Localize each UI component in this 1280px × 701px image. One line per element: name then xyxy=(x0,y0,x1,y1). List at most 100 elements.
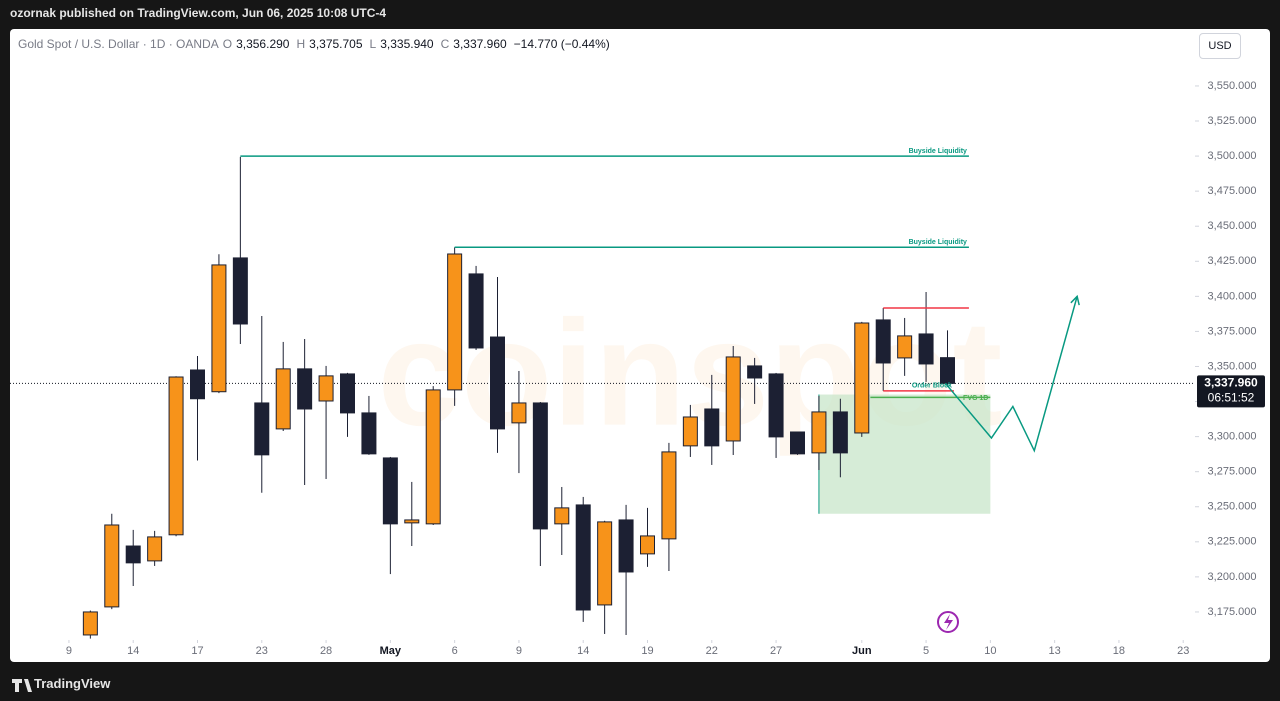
x-tick-label: 14 xyxy=(127,645,139,657)
y-tick-label: 3,300.000 xyxy=(1208,431,1257,443)
candle-body xyxy=(575,504,591,611)
ohlc-key: O xyxy=(222,37,233,51)
candle-body xyxy=(940,357,955,384)
x-tick-label: 5 xyxy=(923,645,929,657)
symbol-legend: Gold Spot / U.S. Dollar · 1D · OANDA O 3,3… xyxy=(18,37,610,51)
x-tick-label: 13 xyxy=(1049,645,1061,657)
candle-body xyxy=(704,408,720,447)
candle-body xyxy=(82,611,98,636)
x-tick-label: Jun xyxy=(852,645,872,657)
y-tick-label: 3,175.000 xyxy=(1208,606,1257,618)
candle-body xyxy=(125,545,141,564)
x-tick-label: 17 xyxy=(191,645,203,657)
alert-bolt xyxy=(944,614,953,630)
candle-body xyxy=(811,411,827,454)
change: −14.770 (−0.44%) xyxy=(513,37,610,51)
y-tick-label: 3,450.000 xyxy=(1208,220,1257,232)
y-tick-label: 3,475.000 xyxy=(1208,185,1257,197)
y-tick-label: 3,275.000 xyxy=(1208,466,1257,478)
x-tick-label: 23 xyxy=(256,645,268,657)
y-tick-label: 3,375.000 xyxy=(1208,325,1257,337)
countdown: 06:51:52 xyxy=(1208,391,1255,405)
candle-body xyxy=(382,457,398,525)
ohlc-key: L xyxy=(369,37,377,51)
axes: 3,175.000 3,200.000 3,225.000 3,250.000 3,27… xyxy=(66,80,1265,657)
ohlc-value: 3,337.960 xyxy=(453,37,507,51)
projection-arrowhead xyxy=(1070,294,1080,306)
last-price-box xyxy=(1197,375,1265,408)
candle-body xyxy=(832,411,848,454)
candle-body xyxy=(661,451,677,540)
brand-logo xyxy=(12,679,32,692)
candle-body xyxy=(211,264,227,393)
ohlc-key: C xyxy=(440,37,450,51)
candle-body xyxy=(875,319,891,364)
projection-path xyxy=(944,296,1078,453)
x-tick-label: 9 xyxy=(516,645,522,657)
candle-body xyxy=(447,253,463,391)
x-tick-label: 22 xyxy=(706,645,718,657)
candle-body xyxy=(554,507,570,525)
candle-body xyxy=(318,375,334,402)
x-tick-label: May xyxy=(380,645,402,657)
candle-body xyxy=(468,273,484,349)
candle-body xyxy=(297,368,313,410)
ohlc-value: 3,335.940 xyxy=(380,37,434,51)
candle-body xyxy=(168,376,184,536)
level-label: Buyside Liquidity xyxy=(909,239,967,246)
candle-body xyxy=(897,335,913,359)
y-tick-label: 3,525.000 xyxy=(1208,115,1257,127)
ohlc-value: 3,375.705 xyxy=(309,37,363,51)
y-tick-label: 3,200.000 xyxy=(1208,571,1257,583)
candle-body xyxy=(532,402,548,530)
x-tick-label: 28 xyxy=(320,645,332,657)
candle-body xyxy=(404,519,420,524)
candle-body xyxy=(618,519,634,573)
x-tick-label: 27 xyxy=(770,645,782,657)
x-tick-label: 6 xyxy=(452,645,458,657)
x-tick-label: 14 xyxy=(577,645,589,657)
y-tick-label: 3,425.000 xyxy=(1208,255,1257,267)
candle-body xyxy=(790,431,805,455)
candle-body xyxy=(511,402,527,424)
candle-body xyxy=(254,402,270,456)
candle-body xyxy=(275,368,291,430)
ohlc-value: 3,356.290 xyxy=(236,37,290,51)
y-tick-label: 3,550.000 xyxy=(1208,80,1257,92)
candle-body xyxy=(768,373,784,438)
x-tick-label: 23 xyxy=(1177,645,1189,657)
candle-body xyxy=(232,257,248,325)
candle-body xyxy=(190,369,205,400)
x-tick-label: 10 xyxy=(984,645,996,657)
brand: TradingView xyxy=(34,676,111,691)
candle-body xyxy=(490,336,505,430)
candle-body xyxy=(147,536,163,562)
x-tick-label: 19 xyxy=(641,645,653,657)
x-tick-label: 9 xyxy=(66,645,72,657)
y-tick-label: 3,500.000 xyxy=(1208,150,1257,162)
y-tick-label: 3,225.000 xyxy=(1208,536,1257,548)
ohlc-key: H xyxy=(296,37,306,51)
y-tick-label: 3,400.000 xyxy=(1208,290,1257,302)
currency-button[interactable]: USD xyxy=(1199,33,1241,59)
candle-body xyxy=(597,521,613,606)
candle-body xyxy=(682,416,698,447)
y-tick-label: 3,350.000 xyxy=(1208,360,1257,372)
level-label: FVG 1D xyxy=(963,395,988,402)
candle-body xyxy=(361,412,377,455)
candle-body xyxy=(425,389,441,525)
candle-body xyxy=(640,535,655,555)
level-label: Buyside Liquidity xyxy=(909,148,967,155)
candle-body xyxy=(104,524,120,608)
level-label: Order Block xyxy=(912,383,952,390)
y-tick-label: 3,250.000 xyxy=(1208,501,1257,513)
symbol: Gold Spot / U.S. Dollar · 1D · OANDA xyxy=(18,37,219,51)
candle-body xyxy=(854,322,870,434)
publisher: ozornak published on TradingView.com, Ju… xyxy=(10,6,387,20)
candle-body xyxy=(340,373,355,414)
candle-body xyxy=(918,333,934,365)
alert-icon[interactable] xyxy=(937,611,959,633)
